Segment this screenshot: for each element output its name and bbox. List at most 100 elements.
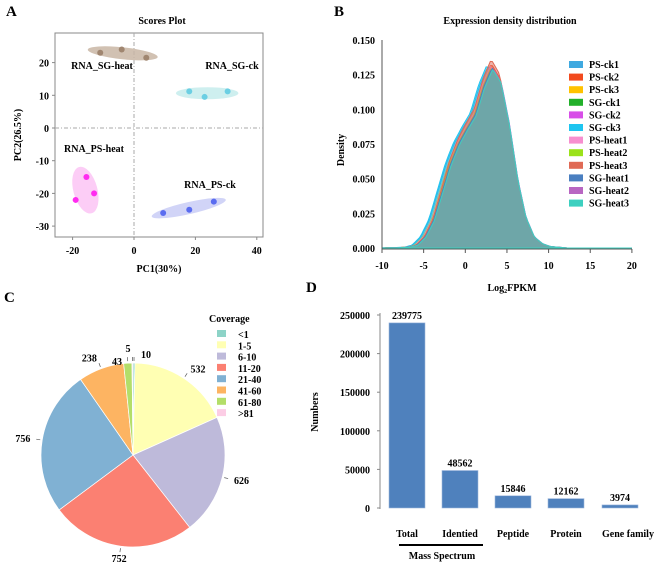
- legend-swatch: [569, 174, 583, 182]
- legend-label: 61-80: [238, 398, 261, 409]
- legend-label: PS-ck2: [589, 73, 619, 84]
- y-tick-label: 200000: [340, 350, 370, 361]
- group-ellipse: [87, 46, 158, 61]
- pie-slice: [40, 378, 134, 511]
- legend-swatch: [569, 124, 583, 131]
- data-point: [160, 210, 167, 217]
- legend-label: >81: [238, 409, 254, 420]
- legend-label: PS-heat1: [589, 136, 627, 147]
- legend-label: 41-60: [238, 387, 261, 398]
- y-tick-label: 0.025: [353, 209, 376, 220]
- pie-value-label: 626: [234, 476, 249, 487]
- x-tick-label: 15: [585, 261, 595, 272]
- x-tick-label: -10: [375, 261, 388, 272]
- bar-gene-family: [601, 504, 639, 509]
- x-tick-label: 20: [190, 246, 200, 257]
- x-tick-label: -20: [66, 246, 79, 257]
- y-tick-label: 20: [39, 59, 49, 70]
- bar-value-label: 15846: [501, 484, 526, 495]
- y-tick-label: 0.150: [353, 36, 376, 47]
- panel-label-a: A: [6, 4, 17, 20]
- y-tick-label: 0.000: [353, 244, 376, 255]
- category-label: Gene family: [602, 529, 654, 540]
- legend-label: SG-heat2: [589, 186, 629, 197]
- legend-swatch: [217, 375, 226, 383]
- bar-peptide: [494, 495, 532, 509]
- group-ellipse: [72, 166, 99, 214]
- x-tick-label: 40: [252, 246, 262, 257]
- bar-value-label: 3974: [610, 493, 630, 504]
- panel-label-c: C: [4, 290, 15, 306]
- legend-label: PS-heat3: [589, 161, 627, 172]
- data-point: [118, 46, 125, 53]
- legend-label: PS-heat2: [589, 148, 627, 159]
- counts-bar-chart: Numbers Mass Spectrum 0 50000 100000 150000…: [310, 311, 654, 562]
- pie-value-label: 5: [126, 344, 131, 355]
- category-label: Peptide: [497, 529, 530, 540]
- legend-label: <1: [238, 330, 249, 341]
- category-label: Total: [396, 529, 418, 540]
- legend-label: PS-ck1: [589, 60, 619, 71]
- y-tick-label: 0: [44, 124, 49, 135]
- y-tick-label: 0: [365, 504, 370, 515]
- legend-label: SG-heat1: [589, 173, 629, 184]
- bar-value-label: 48562: [448, 459, 473, 470]
- y-tick-label: 150000: [340, 388, 370, 399]
- group-label: RNA_SG-ck: [205, 61, 259, 72]
- scores-plot-title: Scores Plot: [138, 16, 186, 27]
- pie-slice: [132, 362, 218, 456]
- pie-value-label: 756: [15, 434, 30, 445]
- panel-label-d: D: [306, 280, 317, 296]
- y-tick-label: 0.050: [353, 175, 376, 186]
- category-label: Identied: [442, 529, 478, 540]
- legend-label: 11-20: [238, 364, 261, 375]
- legend-swatch: [569, 187, 583, 194]
- y-tick-label: 0.125: [353, 71, 376, 82]
- density-curve-sg-heat3: [382, 69, 632, 249]
- legend-swatch: [569, 199, 583, 207]
- y-tick-label: 0.075: [353, 140, 376, 151]
- y-tick-label: 0.100: [353, 105, 376, 116]
- y-tick-label: -10: [36, 157, 49, 168]
- pie-leader-line: [98, 362, 101, 367]
- pie-value-label: 752: [112, 554, 127, 565]
- bar-protein: [547, 498, 585, 509]
- legend-swatch: [217, 352, 226, 360]
- group-label: RNA_SG-heat: [71, 61, 133, 72]
- legend-label: 1-5: [238, 341, 251, 352]
- scores-plot-xlabel: PC1(30%): [137, 264, 182, 275]
- legend-swatch: [569, 73, 583, 81]
- data-point: [186, 88, 193, 95]
- pie-slice: [132, 416, 226, 528]
- x-tick-label: -5: [419, 261, 427, 272]
- legend-swatch: [569, 149, 583, 157]
- category-label: Protein: [550, 529, 582, 540]
- legend-swatch: [217, 397, 226, 405]
- legend-label: SG-ck2: [589, 110, 621, 121]
- data-point: [210, 198, 217, 205]
- density-plot-ylabel: Density: [336, 134, 347, 166]
- y-tick-label: -20: [36, 189, 49, 200]
- bar-total: [388, 322, 426, 509]
- data-point: [83, 174, 90, 181]
- x-tick-label: 10: [544, 261, 554, 272]
- pie-value-label: 43: [112, 357, 122, 368]
- bar-identied: [441, 470, 479, 509]
- legend-swatch: [569, 86, 583, 94]
- density-plot-title: Expression density distribution: [443, 16, 577, 27]
- density-plot-xlabel: Log2FPKM: [487, 283, 537, 295]
- legend-swatch: [569, 98, 583, 106]
- pie-slice: [131, 362, 134, 456]
- x-tick-label: 0: [463, 261, 468, 272]
- bar-chart-ylabel: Numbers: [310, 392, 321, 432]
- bar-value-label: 239775: [392, 311, 422, 322]
- legend-swatch: [217, 341, 226, 349]
- y-tick-label: 250000: [340, 311, 370, 322]
- pie-leader-line: [36, 438, 41, 441]
- legend-label: 21-40: [238, 375, 261, 386]
- coverage-pie: Coverage 10 532 626 752 756 238 43 5 <11-56-1011…: [15, 314, 261, 565]
- legend-swatch: [217, 386, 226, 394]
- data-point: [186, 206, 193, 213]
- y-tick-label: 100000: [340, 427, 370, 438]
